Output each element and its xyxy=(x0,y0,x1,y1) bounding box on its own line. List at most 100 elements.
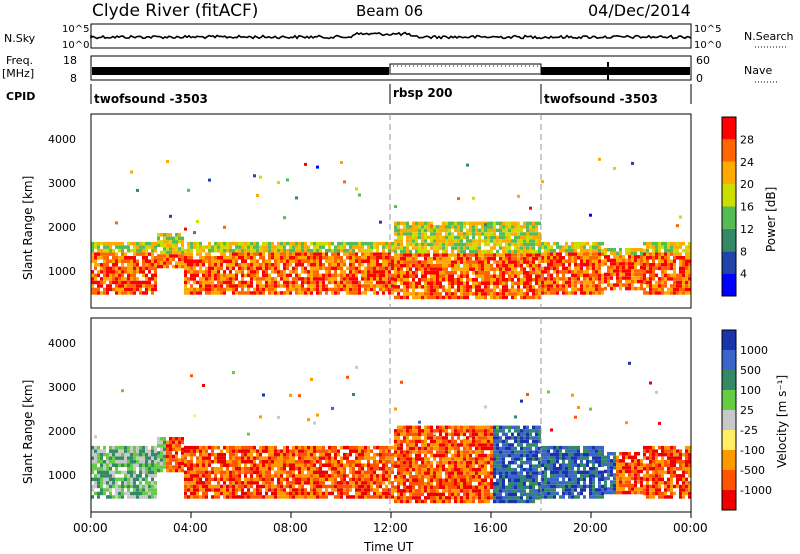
data-cell xyxy=(565,259,568,263)
data-cell xyxy=(376,245,379,249)
data-cell xyxy=(190,259,193,263)
data-cell xyxy=(658,248,661,253)
data-cell xyxy=(163,254,166,258)
data-cell xyxy=(451,453,454,458)
data-cell xyxy=(406,274,409,278)
data-cell xyxy=(286,474,289,478)
data-cell xyxy=(271,449,274,453)
data-cell xyxy=(322,481,325,485)
data-cell xyxy=(154,273,157,278)
data-cell xyxy=(622,255,625,259)
data-cell xyxy=(490,288,493,293)
data-cell xyxy=(394,239,397,243)
data-cell xyxy=(97,252,100,256)
data-cell xyxy=(487,499,490,504)
data-cell xyxy=(124,259,127,263)
data-cell xyxy=(619,269,622,273)
data-cell xyxy=(172,236,175,241)
data-cell xyxy=(109,270,112,274)
data-cell xyxy=(487,292,490,296)
data-cell xyxy=(418,475,421,479)
data-cell xyxy=(319,280,322,285)
data-cell xyxy=(652,266,655,271)
data-cell xyxy=(406,278,409,282)
data-cell xyxy=(241,484,244,489)
data-cell xyxy=(406,467,409,472)
data-cell xyxy=(508,267,511,271)
data-cell xyxy=(319,248,322,253)
data-cell xyxy=(661,245,664,249)
data-cell xyxy=(184,488,187,492)
data-cell xyxy=(250,291,253,295)
data-cell xyxy=(463,256,466,261)
data-cell xyxy=(277,181,280,185)
data-cell xyxy=(355,481,358,485)
data-cell xyxy=(196,241,199,246)
data-cell xyxy=(406,471,409,475)
data-cell xyxy=(274,463,277,467)
data-cell xyxy=(415,246,418,250)
data-cell xyxy=(499,242,502,247)
data-cell xyxy=(454,467,457,472)
data-cell xyxy=(154,481,157,485)
data-cell xyxy=(685,245,688,249)
data-cell xyxy=(445,246,448,250)
data-cell xyxy=(661,277,664,281)
data-cell xyxy=(355,460,358,464)
data-cell xyxy=(598,259,601,263)
data-cell xyxy=(499,450,502,454)
data-cell xyxy=(511,228,514,233)
data-cell xyxy=(385,259,388,263)
data-cell xyxy=(328,449,331,453)
data-cell xyxy=(394,407,397,411)
data-cell xyxy=(100,266,103,271)
data-cell xyxy=(532,225,535,229)
data-cell xyxy=(319,452,322,457)
data-cell xyxy=(139,291,142,295)
data-cell xyxy=(457,228,460,233)
data-cell xyxy=(325,470,328,475)
data-cell xyxy=(214,284,217,288)
data-cell xyxy=(418,263,421,268)
data-cell xyxy=(289,256,292,260)
data-cell xyxy=(301,259,304,263)
data-cell xyxy=(424,436,427,440)
data-cell xyxy=(514,221,517,226)
data-cell xyxy=(358,284,361,288)
data-cell xyxy=(397,453,400,458)
data-cell xyxy=(454,271,457,275)
data-cell xyxy=(664,248,667,253)
data-cell xyxy=(478,267,481,271)
data-cell xyxy=(157,444,160,448)
data-cell xyxy=(478,439,481,444)
data-cell xyxy=(388,495,391,499)
data-cell xyxy=(325,248,328,253)
data-cell xyxy=(547,263,550,267)
data-cell xyxy=(106,287,109,292)
data-cell xyxy=(289,452,292,457)
data-cell xyxy=(493,443,496,447)
data-cell xyxy=(499,496,502,500)
data-cell xyxy=(94,266,97,271)
data-cell xyxy=(145,460,148,464)
data-cell xyxy=(553,284,556,288)
data-cell xyxy=(151,449,154,453)
data-cell xyxy=(442,221,445,226)
data-cell xyxy=(109,445,112,450)
data-cell xyxy=(568,245,571,249)
data-cell xyxy=(292,248,295,253)
data-cell xyxy=(151,470,154,475)
nsearch-tick-bottom: 10^0 xyxy=(694,40,721,51)
data-cell xyxy=(340,463,343,467)
data-cell xyxy=(397,260,400,264)
data-cell xyxy=(112,470,115,475)
data-cell xyxy=(235,245,238,249)
data-cell xyxy=(238,463,241,467)
data-cell xyxy=(442,450,445,454)
data-cell xyxy=(358,456,361,460)
data-cell xyxy=(409,253,412,257)
data-cell xyxy=(217,470,220,475)
data-cell xyxy=(496,278,499,282)
data-cell xyxy=(475,432,478,437)
data-cell xyxy=(676,256,679,260)
